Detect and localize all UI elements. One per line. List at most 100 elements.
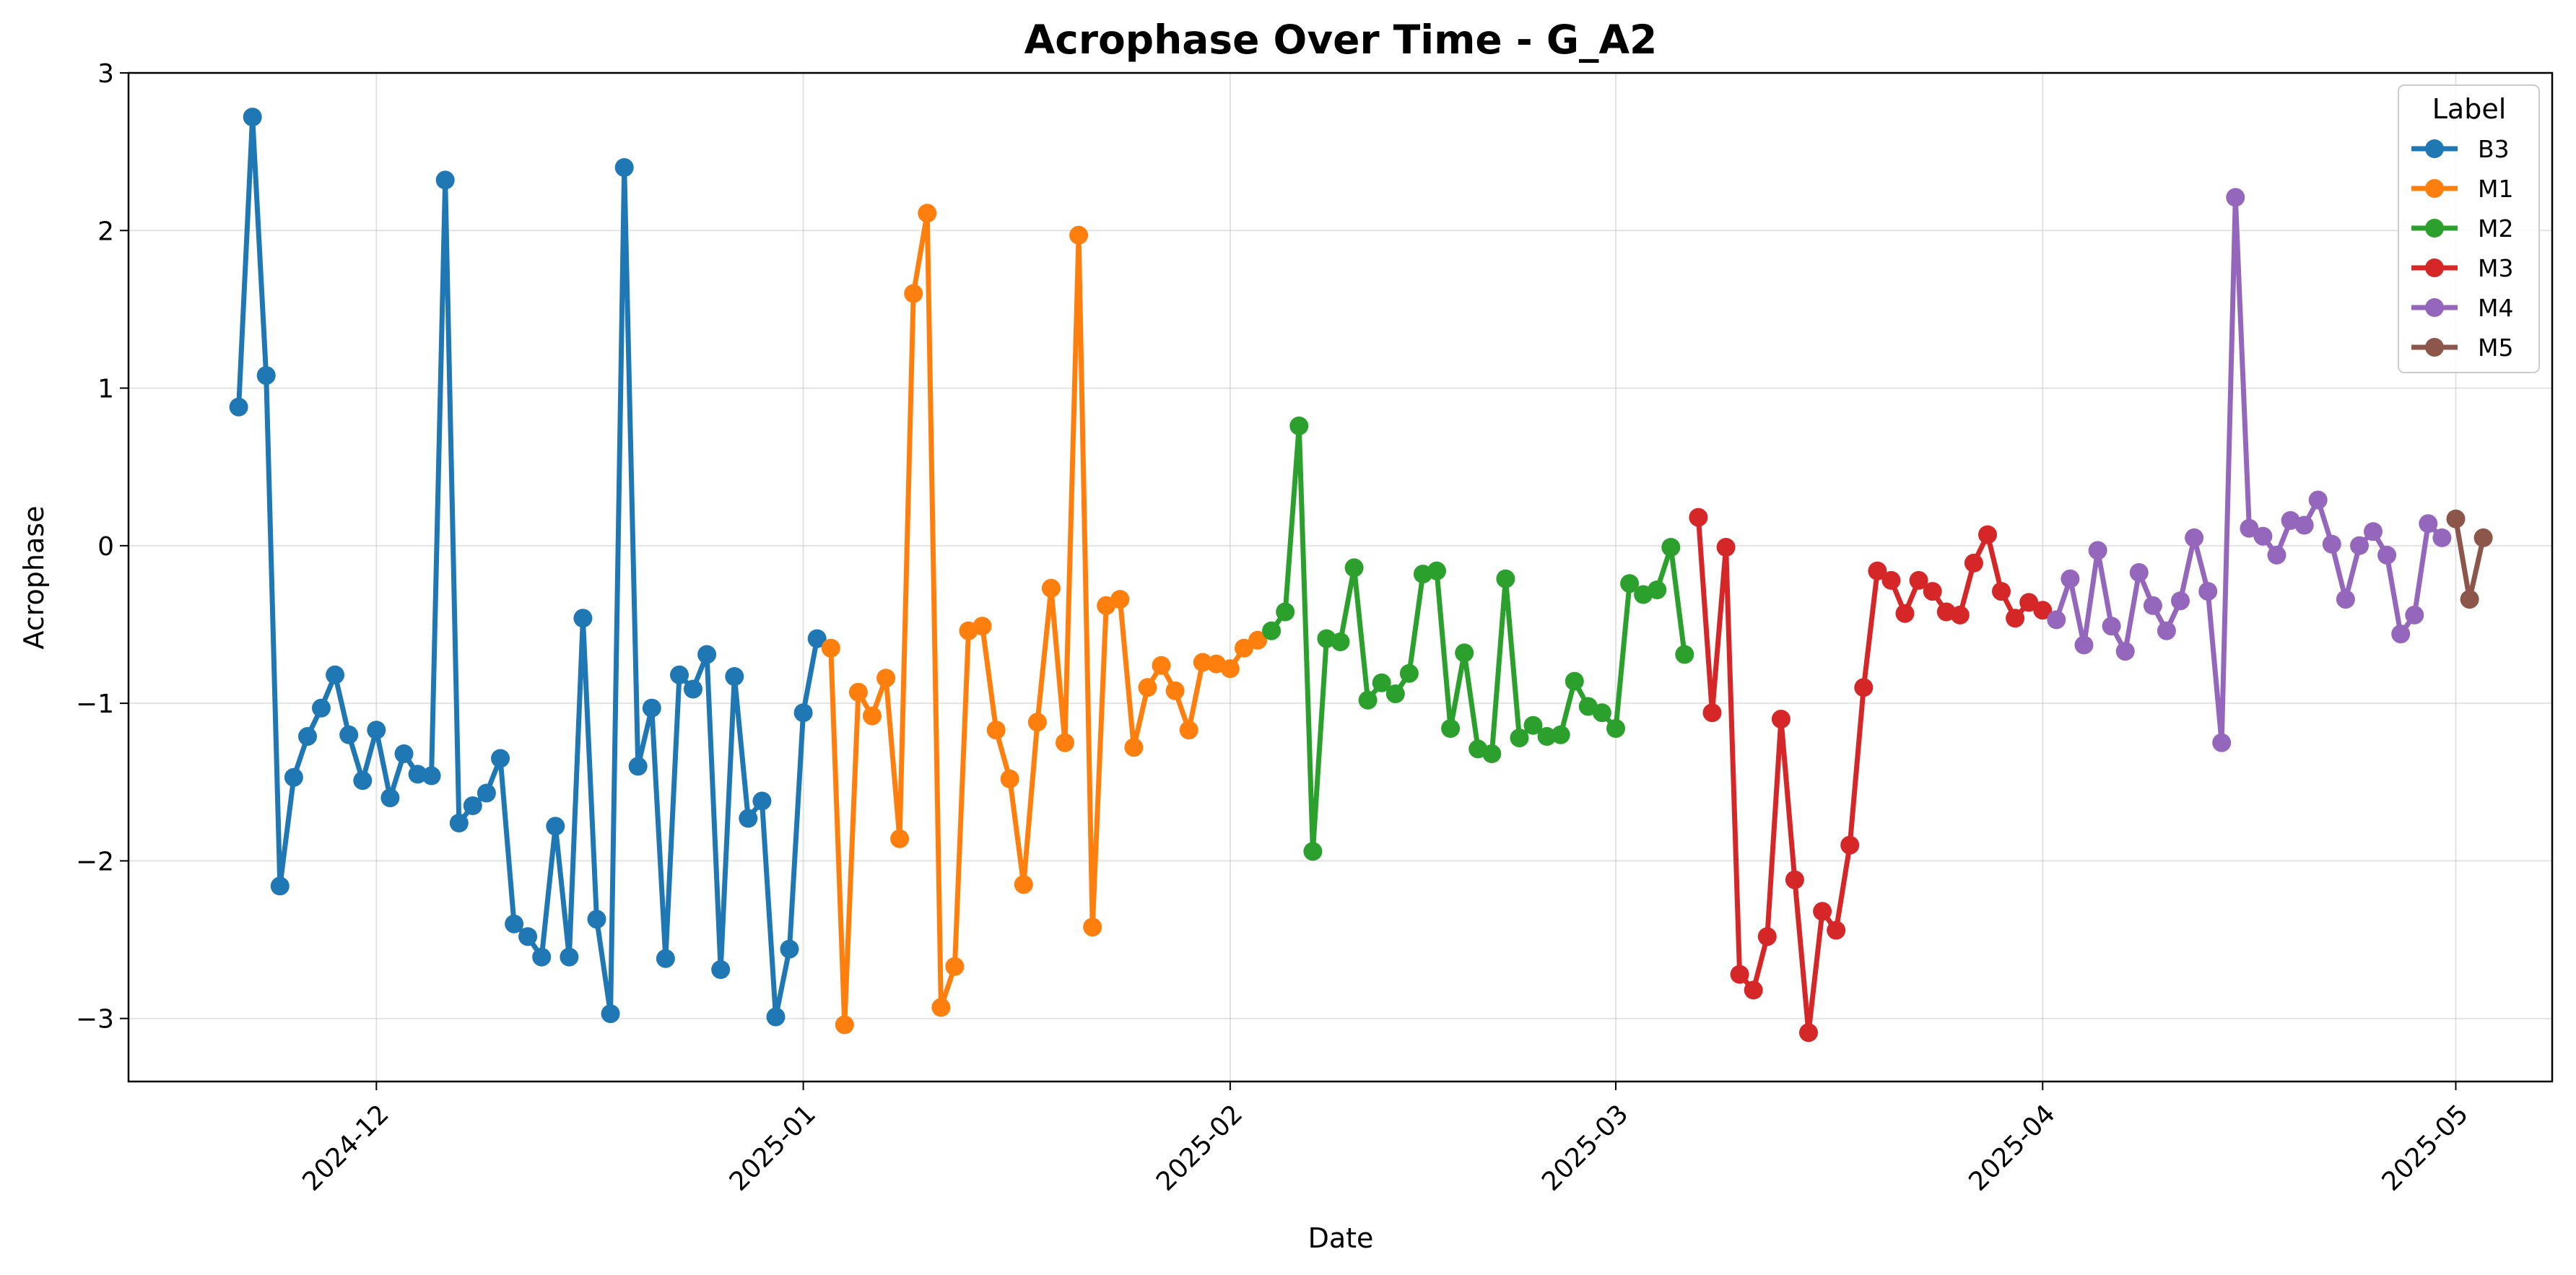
- data-point: [2322, 534, 2341, 554]
- data-point: [394, 744, 414, 763]
- data-point: [312, 698, 331, 718]
- legend-label: M4: [2478, 294, 2513, 322]
- y-tick-label: −1: [76, 689, 114, 719]
- data-point: [2143, 596, 2162, 615]
- data-point: [1069, 225, 1089, 245]
- data-point: [463, 796, 482, 815]
- data-point: [1868, 561, 1887, 580]
- data-point: [1014, 875, 1033, 895]
- chart-title: Acrophase Over Time - G_A2: [1024, 17, 1658, 63]
- data-point: [1165, 681, 1185, 700]
- data-point: [876, 669, 896, 688]
- data-point: [972, 617, 992, 636]
- data-point: [1399, 663, 1419, 683]
- data-point: [2198, 582, 2218, 601]
- data-point: [1813, 902, 1832, 921]
- data-point: [2350, 536, 2369, 555]
- data-point: [1110, 590, 1130, 609]
- data-point: [766, 1007, 786, 1027]
- legend-marker: [2425, 258, 2444, 277]
- series-m4: [2047, 188, 2452, 752]
- data-point: [2460, 590, 2479, 609]
- data-point: [1523, 715, 1543, 735]
- data-point: [1372, 673, 1391, 692]
- data-point: [491, 749, 510, 768]
- data-point: [2405, 605, 2424, 625]
- data-point: [1303, 842, 1323, 861]
- data-point: [1909, 570, 1928, 590]
- data-point: [256, 366, 276, 386]
- data-point: [243, 108, 262, 127]
- data-point: [1551, 725, 1570, 744]
- data-point: [1138, 678, 1157, 697]
- data-point: [1385, 684, 1405, 703]
- series-b3: [229, 108, 827, 1027]
- data-point: [684, 679, 702, 699]
- data-point: [2473, 528, 2493, 547]
- data-point: [1799, 1023, 1818, 1043]
- legend-marker: [2425, 139, 2444, 158]
- data-point: [1083, 918, 1102, 937]
- data-point: [1881, 570, 1901, 590]
- data-point: [1675, 645, 1694, 664]
- legend-entry-m2: M2: [2411, 214, 2513, 243]
- legend-entry-m3: M3: [2411, 254, 2513, 282]
- data-point: [2294, 515, 2314, 535]
- data-point: [2212, 733, 2232, 752]
- data-point: [1427, 561, 1446, 580]
- data-point: [1041, 578, 1061, 598]
- data-point: [2391, 625, 2411, 644]
- plot-area-frame: [127, 71, 2554, 1083]
- data-point: [2432, 528, 2452, 547]
- data-point: [2047, 610, 2066, 630]
- data-point: [1827, 921, 1846, 940]
- data-point: [2240, 518, 2259, 538]
- data-point: [739, 809, 758, 828]
- data-point: [1895, 604, 1915, 623]
- data-point: [587, 910, 606, 929]
- data-point: [2061, 569, 2080, 588]
- data-point: [1482, 744, 1502, 763]
- data-point: [380, 788, 400, 808]
- data-point: [1785, 870, 1804, 889]
- data-point: [1716, 538, 1736, 557]
- data-point: [986, 721, 1006, 740]
- data-point: [326, 665, 345, 684]
- data-point: [2074, 635, 2094, 655]
- data-point: [945, 957, 965, 976]
- data-point: [1152, 656, 1171, 675]
- data-point: [477, 783, 496, 803]
- series-m5: [2446, 509, 2493, 609]
- data-point: [1193, 653, 1212, 672]
- data-point: [1179, 721, 1198, 740]
- data-point: [2129, 563, 2149, 582]
- legend-entry-b3: B3: [2411, 135, 2510, 163]
- data-point: [422, 766, 441, 786]
- data-point: [1358, 690, 1378, 710]
- data-point: [2336, 590, 2355, 609]
- data-point: [1854, 678, 1874, 697]
- data-point: [518, 927, 538, 947]
- data-point: [2033, 601, 2053, 620]
- data-point: [1840, 835, 1860, 855]
- data-point: [2115, 642, 2135, 661]
- data-point: [601, 1004, 620, 1024]
- data-point: [2419, 514, 2438, 534]
- data-point: [1950, 605, 1970, 625]
- data-point: [1964, 553, 1983, 573]
- data-point: [2364, 522, 2383, 541]
- data-point: [532, 947, 552, 967]
- data-point: [1689, 508, 1708, 527]
- data-point: [2171, 591, 2190, 611]
- data-point: [793, 703, 813, 723]
- data-point: [752, 791, 772, 811]
- legend-entries: B3 M1 M2 M3 M4 M5: [2411, 135, 2513, 362]
- data-point: [1537, 727, 1557, 746]
- legend-marker: [2425, 338, 2444, 357]
- data-point: [1923, 582, 1942, 601]
- data-point: [1757, 927, 1777, 947]
- data-point: [1661, 538, 1681, 557]
- data-point: [449, 814, 469, 832]
- data-point: [1248, 630, 1268, 650]
